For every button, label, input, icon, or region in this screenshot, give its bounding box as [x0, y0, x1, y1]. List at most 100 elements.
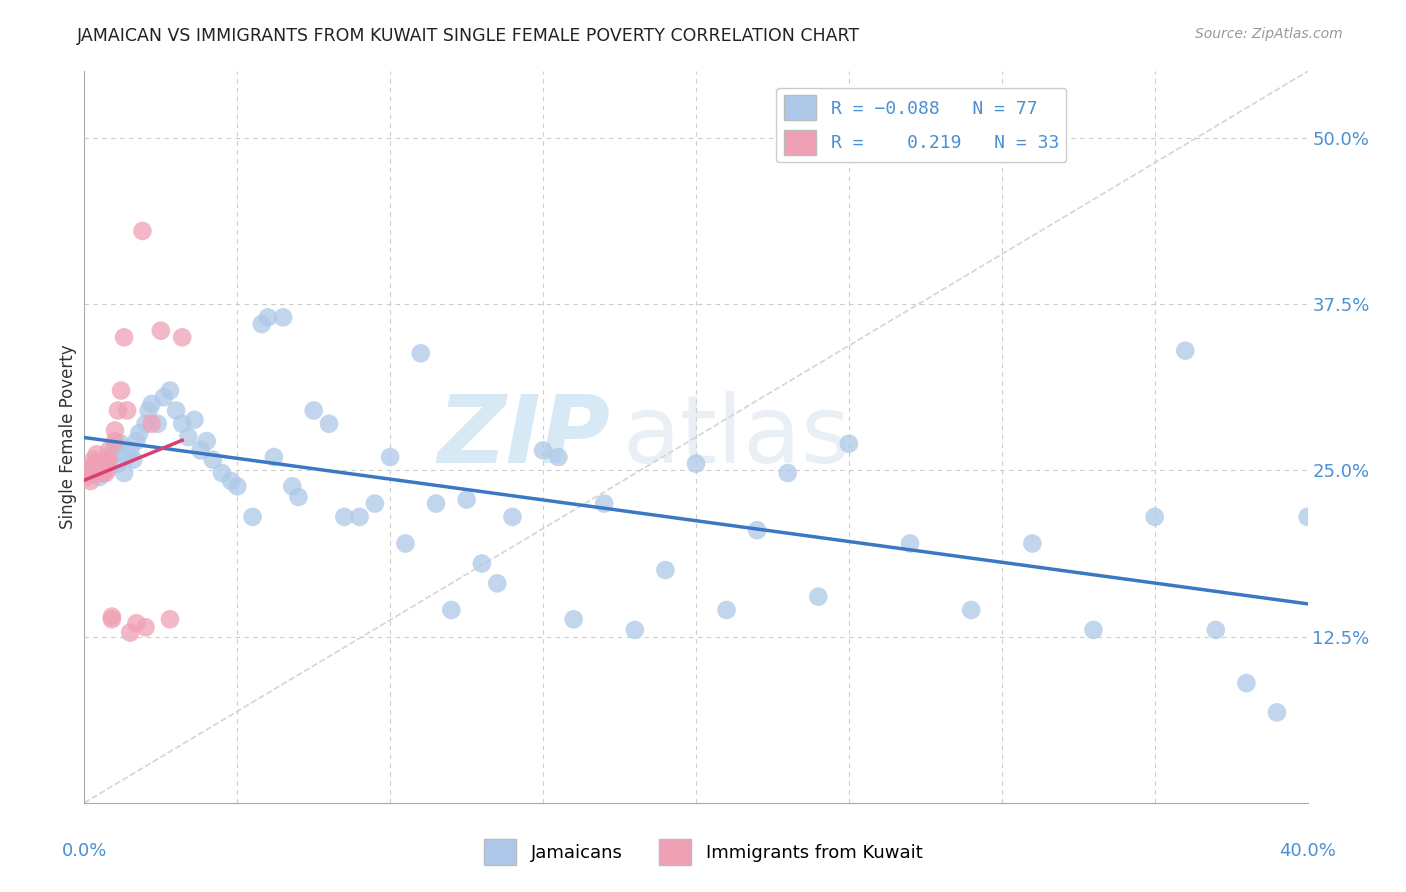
Point — [120, 625, 142, 640]
Y-axis label: Single Female Poverty: Single Female Poverty — [59, 345, 77, 529]
Point — [89, 466, 111, 480]
Point — [838, 436, 860, 450]
Point — [318, 417, 340, 431]
Point — [1021, 536, 1043, 550]
Text: ZIP: ZIP — [437, 391, 610, 483]
Point — [76, 463, 98, 477]
Point — [654, 563, 676, 577]
Point — [76, 470, 98, 484]
Point — [211, 466, 233, 480]
Point — [86, 460, 108, 475]
Point — [86, 457, 108, 471]
Point — [242, 509, 264, 524]
Point — [807, 590, 830, 604]
Point — [107, 403, 129, 417]
Point — [1265, 706, 1288, 720]
Point — [257, 310, 280, 325]
Text: JAMAICAN VS IMMIGRANTS FROM KUWAIT SINGLE FEMALE POVERTY CORRELATION CHART: JAMAICAN VS IMMIGRANTS FROM KUWAIT SINGL… — [77, 27, 860, 45]
Point — [94, 452, 117, 467]
Point — [101, 612, 124, 626]
Point — [97, 452, 120, 467]
Point — [89, 457, 111, 471]
Point — [333, 509, 356, 524]
Text: atlas: atlas — [623, 391, 851, 483]
Point — [125, 616, 148, 631]
Point — [79, 460, 101, 475]
Point — [146, 417, 169, 431]
Point — [79, 474, 101, 488]
Point — [716, 603, 738, 617]
Point — [593, 497, 616, 511]
Point — [380, 450, 402, 464]
Point — [172, 330, 194, 344]
Point — [1174, 343, 1197, 358]
Point — [394, 536, 416, 550]
Point — [83, 466, 105, 480]
Point — [287, 490, 309, 504]
Point — [101, 447, 124, 461]
Point — [960, 603, 983, 617]
Point — [97, 443, 120, 458]
Point — [263, 450, 285, 464]
Point — [302, 403, 325, 417]
Point — [1236, 676, 1258, 690]
Point — [115, 403, 138, 417]
Point — [281, 479, 304, 493]
Point — [747, 523, 769, 537]
Point — [112, 466, 135, 480]
Point — [1143, 509, 1166, 524]
Point — [219, 474, 242, 488]
Point — [195, 434, 218, 448]
Point — [1205, 623, 1227, 637]
Point — [177, 430, 200, 444]
Point — [138, 403, 160, 417]
Point — [128, 426, 150, 441]
Point — [115, 450, 138, 464]
Point — [425, 497, 447, 511]
Point — [685, 457, 707, 471]
Point — [776, 466, 799, 480]
Point — [135, 417, 157, 431]
Point — [409, 346, 432, 360]
Text: Source: ZipAtlas.com: Source: ZipAtlas.com — [1195, 27, 1343, 41]
Text: 40.0%: 40.0% — [1279, 842, 1336, 860]
Point — [107, 457, 129, 471]
Point — [141, 417, 163, 431]
Point — [1083, 623, 1105, 637]
Point — [101, 609, 124, 624]
Point — [1296, 509, 1319, 524]
Point — [94, 466, 117, 480]
Point — [349, 509, 371, 524]
Point — [110, 384, 132, 398]
Point — [159, 612, 181, 626]
Point — [104, 434, 127, 448]
Point — [135, 620, 157, 634]
Point — [624, 623, 647, 637]
Point — [94, 452, 117, 467]
Point — [97, 460, 120, 475]
Text: 0.0%: 0.0% — [62, 842, 107, 860]
Point — [86, 447, 108, 461]
Point — [250, 317, 273, 331]
Point — [89, 463, 111, 477]
Point — [79, 460, 101, 475]
Point — [110, 436, 132, 450]
Point — [364, 497, 387, 511]
Point — [440, 603, 463, 617]
Point — [502, 509, 524, 524]
Point — [83, 466, 105, 480]
Point — [120, 443, 142, 458]
Point — [562, 612, 585, 626]
Legend: R = −0.088   N = 77, R =    0.219   N = 33: R = −0.088 N = 77, R = 0.219 N = 33 — [776, 87, 1066, 162]
Point — [83, 452, 105, 467]
Point — [226, 479, 249, 493]
Point — [190, 443, 212, 458]
Point — [531, 443, 554, 458]
Point — [486, 576, 509, 591]
Point — [94, 457, 117, 471]
Point — [159, 384, 181, 398]
Point — [122, 452, 145, 467]
Point — [91, 466, 114, 480]
Point — [183, 413, 205, 427]
Point — [125, 434, 148, 448]
